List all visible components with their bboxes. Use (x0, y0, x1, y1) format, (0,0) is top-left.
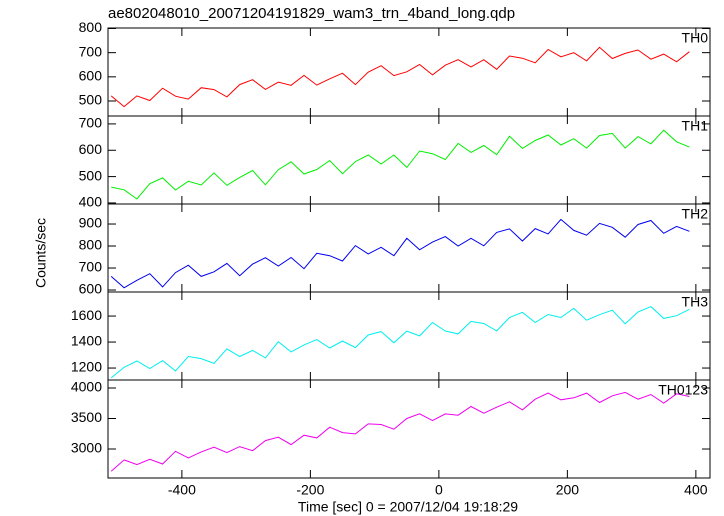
panel-frame (107, 291, 711, 381)
y-tick-label: 600 (79, 141, 103, 157)
x-tick-label: -200 (296, 482, 324, 498)
y-tick-label: 3000 (71, 440, 102, 456)
y-tick-label: 600 (79, 281, 103, 297)
series-label: TH1 (682, 118, 709, 134)
y-tick-label: 400 (79, 194, 103, 210)
series-label: TH0 (682, 30, 709, 46)
series-line (110, 46, 690, 108)
chart-title: ae802048010_20071204191829_wam3_trn_4ban… (108, 5, 515, 22)
y-tick-label: 800 (79, 19, 103, 35)
y-tick-label: 900 (79, 215, 103, 231)
y-tick-label: 700 (79, 115, 103, 131)
y-axis-label: Counts/sec (33, 218, 49, 288)
y-tick-label: 500 (79, 92, 103, 108)
panel-frame (107, 203, 711, 293)
x-axis-label: Time [sec] 0 = 2007/12/04 19:18:29 (298, 499, 518, 515)
y-tick-label: 1200 (71, 359, 102, 375)
x-tick-label: 0 (435, 482, 443, 498)
series-label: TH0123 (658, 382, 708, 398)
panel-frame (107, 379, 711, 479)
y-tick-label: 800 (79, 237, 103, 253)
x-tick-label: 200 (556, 482, 580, 498)
y-tick-label: 1400 (71, 333, 102, 349)
series-label: TH2 (682, 206, 709, 222)
y-tick-label: 3500 (71, 409, 102, 425)
y-tick-label: 700 (79, 259, 103, 275)
y-tick-label: 600 (79, 68, 103, 84)
series-line (110, 306, 690, 379)
panel-frame (107, 115, 711, 205)
series-line (110, 391, 690, 472)
y-tick-label: 700 (79, 43, 103, 59)
series-line (110, 218, 690, 289)
y-tick-label: 4000 (71, 379, 102, 395)
y-tick-label: 500 (79, 167, 103, 183)
series-line (111, 129, 690, 200)
series-label: TH3 (682, 294, 709, 310)
x-tick-label: -400 (168, 482, 196, 498)
panel-frame (107, 27, 711, 117)
x-tick-label: 400 (684, 482, 708, 498)
y-tick-label: 1600 (71, 307, 102, 323)
